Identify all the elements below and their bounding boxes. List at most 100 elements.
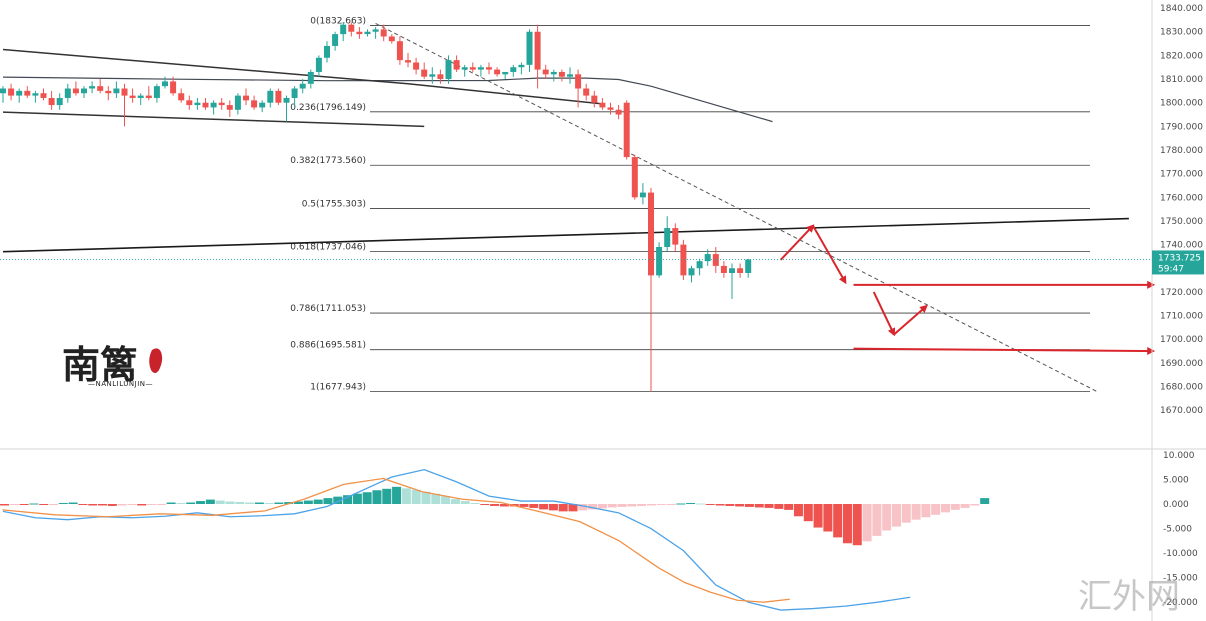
- candle-body[interactable]: [243, 95, 249, 101]
- candle-body[interactable]: [105, 90, 112, 94]
- candle-body[interactable]: [688, 268, 695, 276]
- trend-channel-upper[interactable]: [2, 48, 603, 105]
- candle-body[interactable]: [567, 74, 573, 77]
- zigzag-arrow-up[interactable]: [779, 224, 815, 261]
- candle-body[interactable]: [445, 60, 452, 80]
- zigzag-arrow-up-2[interactable]: [893, 304, 928, 336]
- candle-body[interactable]: [218, 102, 225, 106]
- candle-body[interactable]: [672, 228, 679, 245]
- candle-body[interactable]: [137, 95, 144, 98]
- candle-body[interactable]: [648, 192, 654, 276]
- candle-body[interactable]: [745, 259, 752, 273]
- candle-body[interactable]: [696, 261, 703, 269]
- candle-body[interactable]: [704, 254, 711, 262]
- candle-body[interactable]: [56, 97, 63, 106]
- candle-body[interactable]: [153, 86, 160, 98]
- candle-body[interactable]: [396, 41, 403, 61]
- candle-body[interactable]: [259, 102, 266, 108]
- candle-body[interactable]: [720, 265, 727, 273]
- candle-body[interactable]: [48, 97, 55, 106]
- arrow-right-lower[interactable]: [853, 346, 1156, 355]
- candle-body[interactable]: [429, 74, 436, 77]
- candle-body[interactable]: [267, 90, 274, 103]
- candle-body[interactable]: [332, 34, 339, 46]
- candle-body[interactable]: [226, 105, 233, 110]
- candle-body[interactable]: [729, 268, 735, 273]
- price-pane[interactable]: 0(1832.663) 0.236(1796.149) 0.382(1773.560…: [0, 16, 1206, 450]
- zigzag-arrow-down[interactable]: [812, 225, 847, 285]
- macd-axis[interactable]: 10.000 5.000 0.000 -5.000 -10.000 -15.000 -20.…: [1163, 451, 1198, 608]
- candle-body[interactable]: [291, 88, 298, 98]
- candle-body[interactable]: [283, 97, 290, 103]
- candle-body[interactable]: [202, 102, 209, 108]
- candle-body[interactable]: [583, 88, 590, 96]
- candle-body[interactable]: [664, 228, 671, 247]
- candle-body[interactable]: [210, 102, 217, 108]
- candle-body[interactable]: [89, 86, 96, 89]
- candle-body[interactable]: [680, 244, 687, 276]
- candle-body[interactable]: [121, 88, 128, 96]
- candle-body[interactable]: [315, 57, 322, 72]
- candle-body[interactable]: [534, 31, 541, 70]
- candle-body[interactable]: [591, 95, 598, 103]
- candle-body[interactable]: [388, 36, 395, 42]
- candle-body[interactable]: [364, 31, 371, 35]
- macd-pane[interactable]: [0, 468, 990, 611]
- candle-body[interactable]: [348, 24, 355, 32]
- candle-body[interactable]: [32, 93, 39, 96]
- candle-body[interactable]: [712, 254, 719, 266]
- candle-body[interactable]: [575, 74, 582, 89]
- candle-body[interactable]: [186, 100, 193, 106]
- candle-body[interactable]: [251, 100, 258, 108]
- candle-body[interactable]: [340, 24, 347, 35]
- candle-body[interactable]: [639, 192, 646, 198]
- candle-body[interactable]: [502, 71, 509, 75]
- candle-body[interactable]: [97, 86, 104, 91]
- candle-body[interactable]: [129, 95, 136, 98]
- candle-body[interactable]: [307, 71, 314, 84]
- candle-body[interactable]: [469, 67, 476, 70]
- candle-body[interactable]: [64, 88, 71, 98]
- candle-body[interactable]: [737, 268, 744, 273]
- support-trend-line[interactable]: [2, 217, 1129, 253]
- candle-body[interactable]: [631, 157, 638, 198]
- candle-body[interactable]: [623, 102, 630, 158]
- candle-body[interactable]: [550, 71, 557, 75]
- candle-body[interactable]: [299, 83, 306, 89]
- candle-body[interactable]: [413, 62, 420, 70]
- candle-body[interactable]: [324, 45, 330, 58]
- candle-body[interactable]: [615, 109, 622, 115]
- candle-body[interactable]: [194, 102, 201, 106]
- candle-body[interactable]: [16, 90, 23, 96]
- candle-body[interactable]: [178, 93, 185, 101]
- candle-body[interactable]: [599, 102, 606, 108]
- candle-body[interactable]: [486, 67, 492, 70]
- candle-body[interactable]: [421, 69, 428, 77]
- trend-channel-lower[interactable]: [2, 111, 425, 128]
- candle-body[interactable]: [372, 29, 379, 32]
- candle-body[interactable]: [81, 88, 87, 94]
- candle-body[interactable]: [145, 95, 152, 98]
- candle-body[interactable]: [8, 88, 15, 96]
- candle-body[interactable]: [0, 88, 6, 94]
- candle-body[interactable]: [380, 29, 387, 37]
- candle-body[interactable]: [607, 107, 614, 110]
- candle-body[interactable]: [656, 246, 663, 276]
- candle-body[interactable]: [234, 95, 241, 110]
- candle-body[interactable]: [526, 31, 533, 65]
- candle-body[interactable]: [461, 67, 468, 70]
- dashed-trend-line[interactable]: [375, 23, 1097, 392]
- candle-body[interactable]: [72, 88, 79, 94]
- candle-body[interactable]: [405, 60, 411, 63]
- zigzag-arrow-down-2[interactable]: [872, 291, 896, 337]
- candle-body[interactable]: [275, 90, 282, 103]
- candle-body[interactable]: [113, 88, 120, 94]
- candle-body[interactable]: [510, 67, 517, 72]
- candle-body[interactable]: [453, 60, 460, 70]
- price-axis[interactable]: 1840.000 1830.000 1820.000 1810.000 1800.000…: [1151, 0, 1204, 621]
- candle-body[interactable]: [477, 67, 484, 70]
- candle-body[interactable]: [518, 64, 525, 68]
- candle-body[interactable]: [542, 69, 549, 75]
- candle-body[interactable]: [40, 93, 47, 98]
